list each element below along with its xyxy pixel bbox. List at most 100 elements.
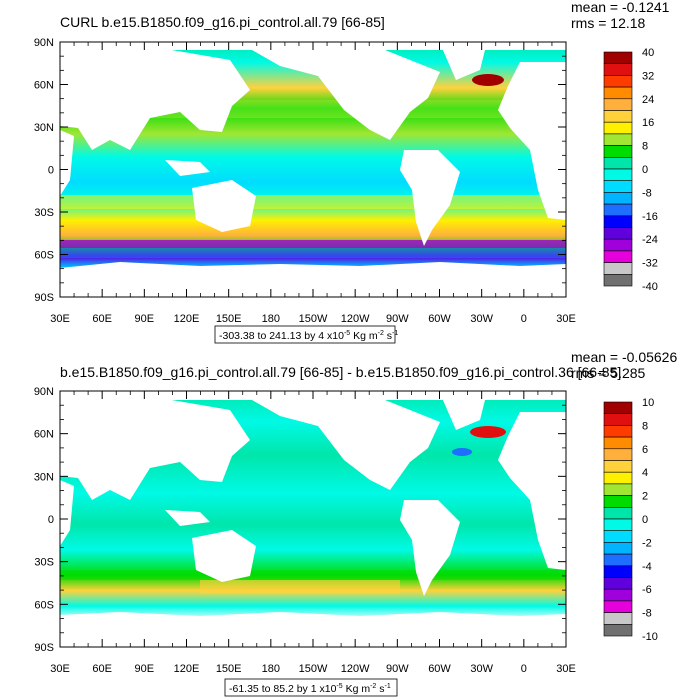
y-tick-label: 60S: [34, 250, 54, 262]
colorbar-label: -24: [642, 234, 658, 246]
colorbar-swatch: [603, 460, 633, 473]
x-tick-label: 120E: [174, 663, 200, 675]
contour-info-top: -303.38 to 241.13 by 4 x10-5 Kg m-2 s-1: [214, 325, 398, 344]
colorbar-swatch: [603, 75, 633, 88]
x-tick-label: 120E: [174, 313, 200, 325]
x-tick-label: 150W: [299, 313, 328, 325]
colorbar-swatch: [603, 530, 633, 543]
colorbar-swatch: [603, 577, 633, 590]
y-tick-label: 60N: [34, 80, 54, 92]
land-top: [60, 42, 566, 297]
colorbar-label: -40: [642, 281, 658, 293]
bottom-gulf-stream-low: [452, 448, 472, 456]
colorbar-swatch: [603, 565, 633, 578]
colorbar-swatch: [603, 436, 633, 450]
colorbar-top: 40 32 24 16 8 0 -8 -16 -24 -32 -40: [603, 47, 658, 293]
x-tick-label: 180: [262, 313, 280, 325]
y-tick-label: 60S: [34, 599, 54, 611]
indonesia-bottom: [165, 510, 210, 526]
panel-bottom-title: b.e15.B1850.f09_g16.pi_control.all.79 [6…: [60, 364, 621, 380]
x-tick-label: 90E: [135, 313, 155, 325]
colorbar-swatch: [603, 542, 633, 555]
colorbar-swatch: [603, 471, 633, 485]
north-america-top: [252, 48, 440, 140]
x-tick-label: 150E: [216, 313, 242, 325]
y-tick-label: 30S: [34, 557, 54, 569]
greenland-bottom: [442, 396, 486, 430]
band-bottom-green: [60, 570, 566, 580]
colorbar-label: 40: [642, 47, 654, 59]
band-bottom-south-yellow: [200, 580, 400, 594]
y-tick-label: 90S: [34, 642, 54, 654]
colorbar-label: 8: [642, 420, 648, 432]
colorbar-swatch: [603, 623, 633, 637]
colorbar-label: -4: [642, 561, 652, 573]
x-tick-label: 30E: [556, 313, 576, 325]
colorbar-swatch: [603, 401, 633, 414]
colorbar-label: -8: [642, 608, 652, 620]
south-america-top: [400, 150, 460, 246]
map-bottom: [60, 391, 566, 647]
x-tick-label: 60W: [428, 663, 451, 675]
colorbar-swatch: [603, 413, 633, 426]
antarctica-top: [60, 262, 566, 297]
x-tick-label: 150E: [216, 663, 242, 675]
svg-text:-61.35 to 85.2 by 1 x10-5 Kg m: -61.35 to 85.2 by 1 x10-5 Kg m-2 s-1: [229, 683, 391, 695]
land-bottom: [60, 391, 566, 647]
africa-left-top: [60, 130, 74, 196]
colorbar-swatch: [603, 121, 633, 135]
y-tick-label: 30N: [34, 122, 54, 134]
colorbar-label: -2: [642, 537, 652, 549]
x-tick-label: 150W: [299, 663, 328, 675]
colorbar-label: -6: [642, 584, 652, 596]
colorbar-swatch: [603, 63, 633, 76]
north-america-bottom: [252, 398, 440, 490]
colorbar-label: -32: [642, 258, 658, 270]
colorbar-label: -16: [642, 211, 658, 223]
colorbar-swatch: [603, 483, 633, 496]
colorbar-swatch: [603, 145, 633, 158]
south-america-bottom: [400, 500, 460, 596]
colorbar-label: 0: [642, 164, 648, 176]
x-tick-label: 90E: [135, 663, 155, 675]
greenland-top: [442, 46, 486, 80]
x-tick-label: 30E: [50, 313, 70, 325]
colorbar-label: -10: [642, 631, 658, 643]
x-tick-label: 30E: [556, 663, 576, 675]
colorbar-label: 16: [642, 117, 654, 129]
colorbar-swatch: [603, 192, 633, 205]
colorbar-swatch: [603, 227, 633, 240]
panel-bottom-mean: mean = -0.05626: [571, 349, 677, 365]
y-tick-label: 30N: [34, 471, 54, 483]
y-tick-label: 90S: [34, 292, 54, 304]
colorbar-label: 2: [642, 491, 648, 503]
y-tick-label: 0: [48, 514, 54, 526]
colorbar-swatch: [603, 133, 633, 146]
x-tick-label: 90W: [386, 663, 409, 675]
colorbar-swatch: [603, 98, 633, 111]
contour-info-bottom: -61.35 to 85.2 by 1 x10-5 Kg m-2 s-1: [224, 678, 398, 697]
colorbar-label: 32: [642, 70, 654, 82]
colorbar-swatch: [603, 588, 633, 602]
colorbar-label: 10: [642, 397, 654, 409]
colorbar-swatch: [603, 273, 633, 287]
colorbar-swatch: [603, 51, 633, 64]
colorbar-label: 8: [642, 141, 648, 153]
colorbar-swatch: [603, 157, 633, 170]
x-tick-label: 90W: [386, 313, 409, 325]
australia-bottom: [192, 530, 256, 582]
colorbar-swatch: [603, 518, 633, 531]
colorbar-label: 0: [642, 514, 648, 526]
colorbar-swatch: [603, 250, 633, 263]
panel-top-rms: rms = 12.18: [571, 15, 646, 31]
colorbar-swatch: [603, 86, 633, 100]
indonesia-top: [165, 160, 210, 176]
map-top: [60, 42, 566, 297]
x-tick-label: 180: [262, 663, 280, 675]
y-tick-label: 0: [48, 165, 54, 177]
panel-top: CURL b.e15.B1850.f09_g16.pi_control.all.…: [34, 0, 670, 344]
panel-bottom-rms: rms = 5.285: [571, 365, 646, 381]
x-tick-label: 30W: [470, 663, 493, 675]
asia-top: [60, 48, 250, 150]
map-top-axes: 90N 60N 30N 0 30S 60S 90S 30E 60E 90E 120E 150E 180 1…: [34, 37, 576, 325]
